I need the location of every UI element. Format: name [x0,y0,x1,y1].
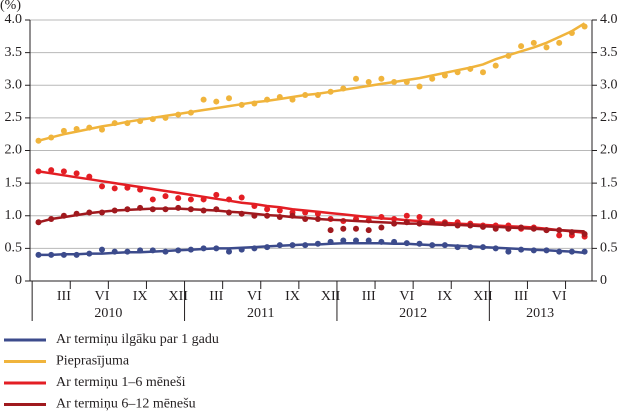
trend-line [38,241,585,257]
y-tick-label: 0.5 [5,241,23,256]
data-point [429,75,436,82]
data-point [99,183,105,190]
y2-tick-label: 1.5 [600,175,618,190]
year-label: 2011 [247,306,274,321]
x-tick-label: XII [473,289,493,304]
data-point [99,246,105,253]
data-point [365,227,372,234]
x-tick-label: IX [438,289,453,304]
data-point [505,248,512,255]
data-point [264,206,271,213]
y2-tick-label: 0 [600,273,607,288]
data-point [200,96,207,103]
data-point [480,69,486,76]
y-tick-label: 2.0 [5,143,23,158]
data-point [378,75,385,82]
data-point [403,212,410,219]
data-point [226,248,232,255]
trend-line [38,207,585,233]
data-point [353,225,359,232]
unit-label: (%) [0,0,21,13]
data-point [543,44,550,51]
x-tick-label: XII [168,289,188,304]
year-label: 2010 [94,306,122,321]
data-point [213,98,220,105]
y2-tick-label: 3.0 [600,77,618,92]
data-point [48,167,55,174]
data-point [175,195,182,202]
legend-label: Ar termiņu 1–6 mēneši [56,375,186,390]
year-label: 2013 [526,306,554,321]
data-point [353,75,359,82]
y-tick-label: 2.5 [5,110,23,125]
y2-tick-label: 2.5 [600,110,618,125]
data-point [378,224,385,231]
data-point [149,196,156,203]
y-tick-label: 4.0 [5,12,23,27]
data-point [556,232,563,239]
data-point [187,196,194,203]
data-point [365,78,372,85]
legend-label: Ar termiņu 6–12 mēnešu [56,397,196,412]
y2-tick-label: 3.5 [600,45,618,60]
y-tick-label: 1.5 [5,175,23,190]
y-tick-label: 0 [15,273,22,288]
data-point [327,227,334,234]
y2-tick-label: 1.0 [600,208,618,223]
x-tick-label: XII [321,289,341,304]
trend-line [38,22,586,142]
y2-tick-label: 0.5 [600,241,618,256]
x-tick-label: VI [247,289,262,304]
x-tick-label: III [362,289,376,304]
data-point [492,62,499,69]
year-label: 2012 [399,306,427,321]
data-point [530,39,537,46]
x-tick-label: VI [399,289,414,304]
y-tick-label: 3.5 [5,45,23,60]
data-point [276,207,283,214]
x-tick-label: III [514,289,528,304]
data-point [416,83,423,90]
x-tick-label: IX [133,289,148,304]
data-point [99,126,105,133]
data-point [238,194,245,201]
data-point [213,191,220,198]
x-tick-label: VI [552,289,567,304]
y-tick-label: 3.0 [5,77,23,92]
data-point [60,127,67,134]
data-point [73,170,80,177]
data-point [226,95,232,102]
legend-label: Pieprasījuma [56,354,130,369]
data-point [111,185,118,192]
y2-tick-label: 4.0 [600,12,618,27]
data-point [556,39,563,46]
data-point [60,168,67,175]
data-point [340,225,347,232]
legend-label: Ar termiņu ilgāku par 1 gadu [56,332,219,347]
x-tick-label: III [57,289,71,304]
data-point [416,214,423,221]
y-tick-label: 1.0 [5,208,23,223]
x-tick-label: VI [95,289,110,304]
y2-tick-label: 2.0 [600,143,618,158]
trend-line [38,170,585,234]
data-point [518,43,525,50]
data-point [162,193,169,200]
x-tick-label: IX [285,289,300,304]
x-tick-label: III [209,289,223,304]
